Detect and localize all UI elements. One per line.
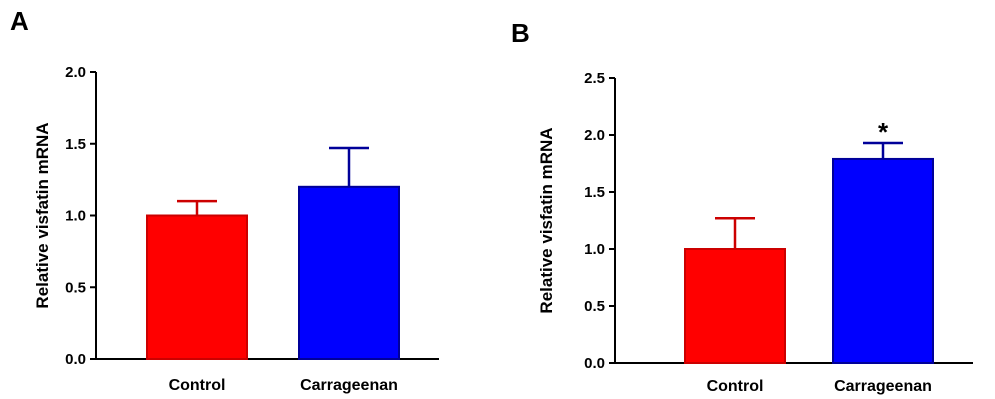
x-tick-label: Control [169,377,226,394]
y-tick-label: 1.0 [65,208,86,225]
y-tick-label: 1.5 [584,184,605,201]
bar-control [146,214,248,360]
bar-control [684,248,786,364]
bar-carrageenan [298,185,400,360]
y-tick-label: 2.0 [65,64,86,81]
y-tick-label: 2.5 [584,70,605,87]
y-tick-label: 0.5 [584,298,605,315]
y-tick-label: 2.0 [584,127,605,144]
y-tick-label: 0.0 [65,351,86,368]
x-tick-label: Control [707,378,764,395]
significance-marker: * [878,117,889,147]
x-tick-label: Carrageenan [300,377,398,394]
y-axis-title: Relative visfatin mRNA [33,122,52,308]
panel-b: B 0.0 0.5 1.0 1.5 2.0 2.5 Relative visfatin mRN… [511,18,973,395]
y-tick-label: 0.0 [584,355,605,372]
panel-a: A 0.0 0.5 1.0 1.5 2.0 Relative visfatin mRNA Co… [10,6,439,394]
y-tick-label: 1.5 [65,136,86,153]
panel-letter: A [10,6,29,36]
bar-carrageenan [832,157,934,364]
y-tick-label: 1.0 [584,241,605,258]
x-tick-label: Carrageenan [834,378,932,395]
panel-letter: B [511,18,530,48]
y-tick-label: 0.5 [65,279,86,296]
y-axis-title: Relative visfatin mRNA [537,127,556,313]
